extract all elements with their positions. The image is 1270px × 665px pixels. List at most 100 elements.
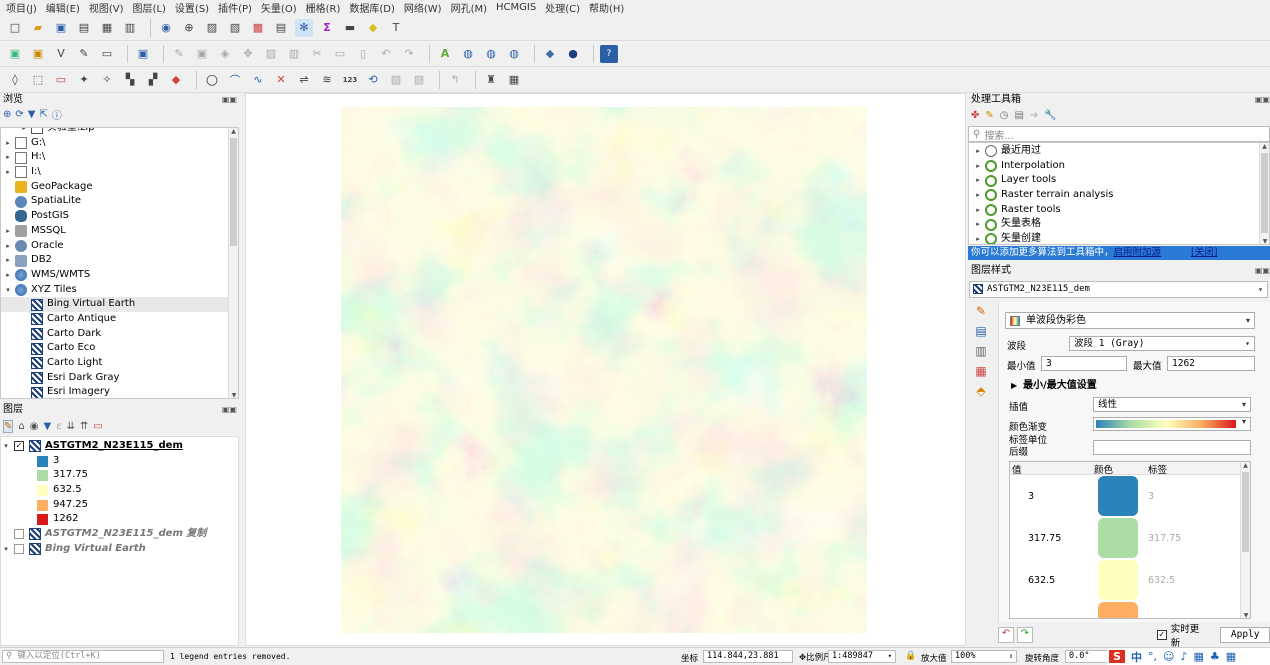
edit-features-icon[interactable]: ➜ bbox=[1029, 109, 1039, 121]
expand-arrow-icon[interactable]: ▾ bbox=[6, 285, 10, 294]
browser-item[interactable]: ▸ I:\ bbox=[1, 165, 238, 180]
browser-item[interactable]: Bing Virtual Earth bbox=[1, 297, 238, 312]
arc-xy-icon[interactable]: ⌒ bbox=[229, 73, 241, 87]
zoom-box-icon[interactable]: ⬚ bbox=[32, 73, 44, 86]
save-as-icon[interactable]: ▤ bbox=[78, 21, 90, 34]
processing-item[interactable]: ▸ 最近用过 bbox=[969, 144, 1269, 159]
expand-arrow-icon[interactable]: ▸ bbox=[976, 220, 980, 229]
browser-item[interactable]: ▸ DB2 bbox=[1, 253, 238, 268]
expand-arrow-icon[interactable]: ▸ bbox=[6, 241, 10, 250]
collapse-all-icon[interactable]: ⇈ bbox=[79, 420, 89, 432]
tab-pyramids[interactable]: ⬘ bbox=[976, 384, 986, 398]
redo-icon[interactable]: ↷ bbox=[404, 47, 414, 60]
add-raster-icon[interactable]: ▣ bbox=[9, 47, 21, 60]
add-group-icon[interactable]: ⌂ bbox=[18, 420, 25, 432]
class-row[interactable] bbox=[1010, 601, 1250, 618]
paste-icon[interactable]: ▯ bbox=[359, 47, 367, 60]
processing-search[interactable]: ⚲ 搜索... bbox=[968, 126, 1270, 142]
history-icon[interactable]: ◷ bbox=[999, 109, 1009, 121]
processing-item[interactable]: ▸ Layer tools bbox=[969, 173, 1269, 188]
wcs-icon[interactable]: ◍ bbox=[509, 47, 519, 60]
select-icon[interactable]: ▨ bbox=[206, 21, 218, 34]
style-manager-icon[interactable]: ✎ bbox=[3, 419, 14, 433]
map-canvas[interactable] bbox=[245, 93, 966, 646]
cut-icon[interactable]: ✂ bbox=[312, 47, 322, 60]
expand-arrow-icon[interactable]: ▸ bbox=[976, 235, 980, 244]
filter-legend-icon[interactable]: ▼ bbox=[43, 420, 52, 432]
scripts-icon[interactable]: ✎ bbox=[985, 109, 994, 121]
collapse-icon[interactable]: ⇱ bbox=[39, 108, 48, 120]
keyboard-icon[interactable]: ▦ bbox=[1193, 650, 1204, 663]
class-color-swatch[interactable] bbox=[1098, 602, 1138, 618]
browser-item[interactable]: Carto Eco bbox=[1, 341, 238, 356]
digitize-icon[interactable]: ▣ bbox=[137, 47, 149, 60]
menu-item[interactable]: 网孔(M) bbox=[450, 4, 488, 15]
expand-arrow-icon[interactable]: ▸ bbox=[976, 147, 980, 155]
layer-row-dem[interactable]: ▾ ✓ ASTGTM2_N23E115_dem bbox=[1, 439, 238, 454]
layer-row-bing[interactable]: ▾ Bing Virtual Earth bbox=[1, 542, 238, 557]
class-row[interactable]: 632.5 632.5 bbox=[1010, 559, 1250, 601]
scroll-thumb[interactable] bbox=[230, 138, 237, 246]
edit-save-icon[interactable]: ▣ bbox=[196, 47, 208, 60]
browser-item[interactable]: ▸ G:\ bbox=[1, 136, 238, 151]
expand-arrow-icon[interactable]: ▸ bbox=[22, 127, 26, 132]
add-selected-icon[interactable]: ⊕ bbox=[3, 108, 12, 120]
processing-item[interactable]: ▸ 矢量表格 bbox=[969, 217, 1269, 232]
vertex-tool-icon[interactable]: ▨ bbox=[265, 47, 277, 60]
delete-icon[interactable]: ▥ bbox=[288, 47, 300, 60]
class-label[interactable]: 317.75 bbox=[1148, 532, 1182, 544]
expand-arrow-icon[interactable]: ▸ bbox=[6, 168, 10, 177]
class-value[interactable]: 3 bbox=[1028, 490, 1035, 502]
browser-item[interactable]: ▸ WMS/WMTS bbox=[1, 268, 238, 283]
browser-item[interactable]: ▸ MSSQL bbox=[1, 224, 238, 239]
expand-arrow-icon[interactable]: ▸ bbox=[976, 191, 980, 200]
browser-item[interactable]: ▸ Oracle bbox=[1, 239, 238, 254]
browser-scrollbar[interactable]: ▲ ▼ bbox=[228, 128, 238, 398]
text-annotation-icon[interactable]: T bbox=[392, 21, 400, 34]
tab-symbology[interactable]: ✎ bbox=[975, 304, 987, 318]
menu-item[interactable]: 图层(L) bbox=[132, 4, 166, 15]
identify-icon[interactable]: ◉ bbox=[161, 21, 171, 34]
select-feature-icon[interactable]: ✧ bbox=[102, 73, 112, 86]
expand-arrow-icon[interactable]: ▸ bbox=[6, 138, 10, 147]
processing-item[interactable]: ▸ Interpolation bbox=[969, 159, 1269, 174]
filter-icon[interactable]: ▼ bbox=[27, 108, 36, 120]
new-project-icon[interactable]: □ bbox=[9, 21, 21, 34]
menu-item[interactable]: 插件(P) bbox=[218, 4, 252, 15]
layer-select[interactable]: ASTGTM2_N23E115_dem ▾ bbox=[969, 281, 1268, 298]
copy-icon[interactable]: ▭ bbox=[334, 47, 346, 60]
menu-item[interactable]: 设置(S) bbox=[174, 4, 210, 15]
emoji-icon[interactable]: ☺ bbox=[1163, 650, 1175, 663]
scale-input[interactable]: 1:489847 ▾ bbox=[828, 650, 896, 663]
layer-row-copy[interactable]: ASTGTM2_N23E115_dem 复制 bbox=[1, 527, 238, 542]
models-icon[interactable]: ✤ bbox=[971, 109, 980, 121]
select-radius-icon[interactable]: ◆ bbox=[171, 73, 181, 86]
panel-close-icon[interactable]: ▣▣ bbox=[1254, 266, 1270, 275]
menu-item[interactable]: 视图(V) bbox=[88, 4, 124, 15]
field-calc-icon[interactable]: ▩ bbox=[252, 21, 264, 34]
tab-transparency[interactable]: ▤ bbox=[975, 324, 987, 338]
zoom-icon[interactable]: ⊕ bbox=[184, 21, 194, 34]
print-layout-icon[interactable]: ▦ bbox=[101, 21, 113, 34]
split-icon[interactable]: ⇌ bbox=[299, 73, 309, 86]
results-icon[interactable]: ▤ bbox=[1014, 109, 1024, 121]
undo-icon[interactable]: ↶ bbox=[381, 47, 391, 60]
expand-arrow-icon[interactable]: ▸ bbox=[976, 205, 980, 214]
expand-arrow-icon[interactable]: ▸ bbox=[6, 226, 10, 235]
live-update-checkbox[interactable]: ✓ bbox=[1156, 630, 1167, 640]
edit-pencil-icon[interactable]: ✎ bbox=[174, 47, 184, 60]
suffix-input[interactable] bbox=[1093, 440, 1251, 455]
add-database-icon[interactable]: ▭ bbox=[101, 47, 113, 60]
layer-checkbox[interactable] bbox=[14, 544, 24, 555]
filter-expression-icon[interactable]: ε bbox=[56, 420, 62, 432]
processing-item[interactable]: ▸ Raster tools bbox=[969, 203, 1269, 218]
menu-item[interactable]: 项目(J) bbox=[6, 4, 37, 15]
browser-item[interactable]: PostGIS bbox=[1, 209, 238, 224]
max-input[interactable]: 1262 bbox=[1167, 356, 1255, 371]
expand-arrow-icon[interactable]: ▸ bbox=[6, 270, 10, 279]
gps-icon[interactable]: ♜ bbox=[486, 73, 496, 86]
menu-item[interactable]: 网络(W) bbox=[403, 4, 442, 15]
reshape-icon[interactable]: ≋ bbox=[322, 73, 332, 86]
class-table-scrollbar[interactable]: ▲ ▼ bbox=[1240, 462, 1250, 618]
